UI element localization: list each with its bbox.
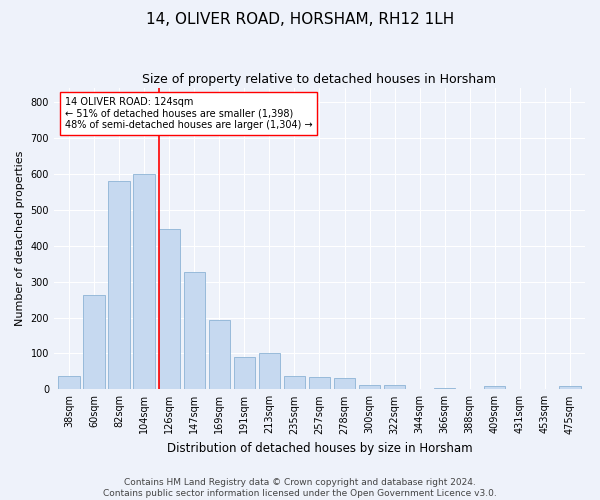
Bar bbox=[209, 320, 230, 390]
Bar bbox=[334, 378, 355, 390]
Bar bbox=[259, 352, 280, 390]
Bar bbox=[184, 272, 205, 390]
Text: Contains HM Land Registry data © Crown copyright and database right 2024.
Contai: Contains HM Land Registry data © Crown c… bbox=[103, 478, 497, 498]
Title: Size of property relative to detached houses in Horsham: Size of property relative to detached ho… bbox=[142, 72, 496, 86]
Text: 14, OLIVER ROAD, HORSHAM, RH12 1LH: 14, OLIVER ROAD, HORSHAM, RH12 1LH bbox=[146, 12, 454, 28]
Bar bbox=[484, 386, 505, 390]
X-axis label: Distribution of detached houses by size in Horsham: Distribution of detached houses by size … bbox=[167, 442, 472, 455]
Bar bbox=[359, 384, 380, 390]
Bar bbox=[133, 174, 155, 390]
Bar bbox=[384, 384, 405, 390]
Bar bbox=[58, 376, 80, 390]
Bar bbox=[233, 357, 255, 390]
Bar bbox=[434, 388, 455, 390]
Y-axis label: Number of detached properties: Number of detached properties bbox=[15, 151, 25, 326]
Bar bbox=[559, 386, 581, 390]
Bar bbox=[158, 228, 180, 390]
Bar bbox=[309, 377, 330, 390]
Bar bbox=[83, 295, 104, 390]
Bar bbox=[284, 376, 305, 390]
Text: 14 OLIVER ROAD: 124sqm
← 51% of detached houses are smaller (1,398)
48% of semi-: 14 OLIVER ROAD: 124sqm ← 51% of detached… bbox=[65, 97, 312, 130]
Bar bbox=[109, 182, 130, 390]
